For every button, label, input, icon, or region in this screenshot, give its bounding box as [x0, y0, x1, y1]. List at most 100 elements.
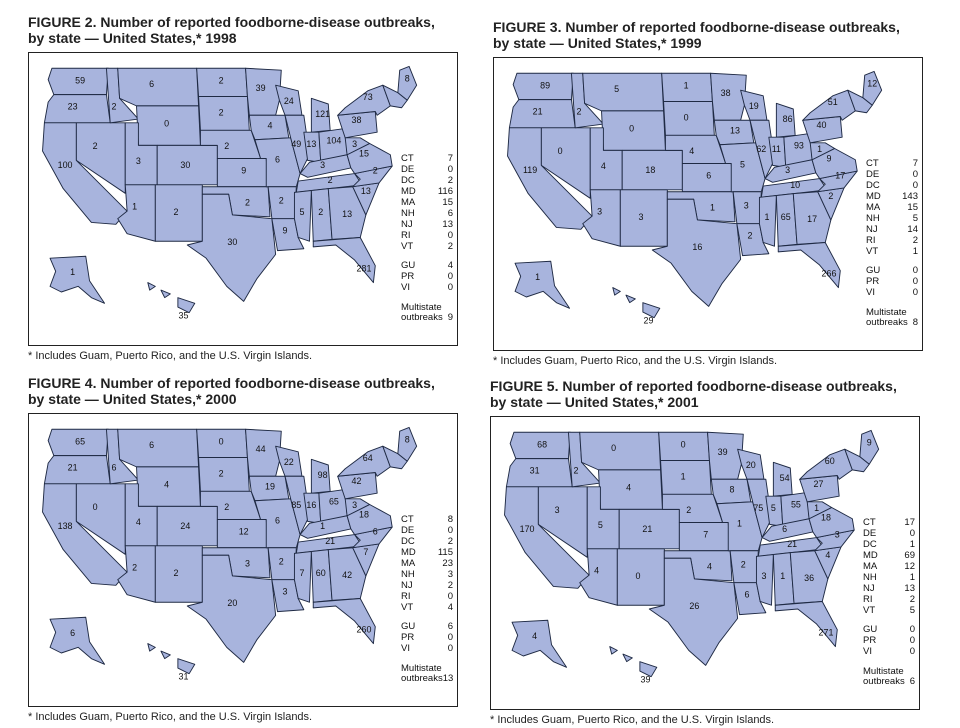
- legend-row: DC 0: [866, 180, 918, 191]
- legend-row: VT 4: [401, 602, 453, 613]
- legend-state-code: RI: [863, 594, 873, 605]
- state-count-mississippi: 7: [299, 568, 304, 578]
- legend-row: PR 0: [863, 635, 915, 646]
- legend-row: GU 0: [866, 265, 918, 276]
- state-florida: [312, 237, 376, 284]
- legend-state-code: PR: [401, 632, 415, 643]
- state-count-south-dakota: 0: [684, 112, 689, 122]
- state-count-mississippi: 1: [764, 212, 769, 222]
- state-count-oregon: 31: [530, 466, 540, 476]
- state-georgia: [792, 191, 832, 245]
- state-count-nebraska: 2: [224, 502, 229, 512]
- multistate-label: Multistate: [866, 307, 907, 318]
- state-count-montana: 5: [614, 84, 619, 94]
- legend-state-code: NH: [863, 572, 877, 583]
- state-count-wisconsin: 20: [746, 460, 756, 470]
- state-count-kentucky: 3: [320, 160, 325, 170]
- state-west-virginia: [344, 137, 371, 156]
- state-count-pennsylvania: 27: [814, 479, 824, 489]
- legend-row: MD 69: [863, 550, 915, 561]
- legend-state-code: MA: [866, 202, 881, 213]
- state-count-pennsylvania: 42: [352, 476, 362, 486]
- legend-state-count: 0: [447, 632, 453, 643]
- state-hawaii: [612, 287, 661, 319]
- state-count-california: 170: [520, 524, 535, 534]
- legend-state-count: 2: [447, 241, 453, 252]
- legend-row: NH 3: [401, 569, 453, 580]
- state-count-texas: 20: [227, 598, 237, 608]
- legend-state-code: GU: [863, 624, 878, 635]
- state-count-indiana: 11: [772, 144, 781, 154]
- legend-row: VI 0: [863, 646, 915, 657]
- legend-state-count: 12: [904, 561, 915, 572]
- legend-state-code: GU: [866, 265, 881, 276]
- state-nevada: [75, 483, 126, 555]
- legend-state-code: DC: [866, 180, 880, 191]
- state-count-missouri: 6: [275, 154, 280, 164]
- state-new-mexico: [154, 184, 203, 242]
- state-count-arizona: 3: [597, 206, 602, 216]
- legend-state-code: VI: [863, 646, 872, 657]
- legend-state-count: 6: [447, 208, 453, 219]
- legend-row: DC 2: [401, 536, 453, 547]
- state-count-arkansas: 2: [741, 560, 746, 570]
- legend-state-count: 143: [902, 191, 918, 202]
- legend-state-code: VT: [401, 602, 414, 613]
- state-count-tennessee: 21: [787, 539, 797, 549]
- legend-state-code: MD: [866, 191, 881, 202]
- legend-state-count: 13: [904, 583, 915, 594]
- state-florida: [774, 601, 838, 648]
- state-count-montana: 0: [611, 443, 616, 453]
- state-new-england: [382, 445, 408, 470]
- state-count-kansas: 7: [703, 530, 708, 540]
- state-count-wisconsin: 19: [749, 101, 759, 111]
- state-count-kansas: 9: [241, 166, 246, 176]
- state-count-south-carolina: 7: [363, 547, 368, 557]
- legend-state-count: 2: [447, 536, 453, 547]
- legend-state-count: 4: [447, 602, 453, 613]
- legend-state-count: 0: [447, 591, 453, 602]
- legend-state-code: DC: [401, 536, 415, 547]
- state-count-north-carolina: 6: [373, 527, 378, 537]
- legend-state-code: NH: [401, 569, 415, 580]
- state-count-new-mexico: 3: [639, 212, 644, 222]
- legend-state-count: 0: [909, 646, 915, 657]
- multistate-count: 8: [912, 317, 918, 328]
- state-idaho: [570, 72, 604, 129]
- legend-row: VT 2: [401, 241, 453, 252]
- state-count-maine: 12: [867, 78, 877, 88]
- legend-state-count: 0: [909, 635, 915, 646]
- map-frame: 59 23 100 2 2 6 0 3 1 30 2 2 2 2 9 2 30 39 4 6 2 9 24 49 121 13 10…: [28, 52, 458, 346]
- state-count-oregon: 21: [68, 463, 78, 473]
- state-count-arizona: 1: [132, 201, 137, 211]
- state-count-montana: 6: [149, 440, 154, 450]
- state-count-north-carolina: 2: [373, 166, 378, 176]
- legend-state-count: 17: [904, 517, 915, 528]
- state-count-west-virginia: 1: [817, 144, 822, 154]
- state-count-minnesota: 39: [256, 83, 266, 93]
- state-count-west-virginia: 1: [814, 503, 819, 513]
- small-state-legend: CT 8 DE 0 DC 2 MD 115 MA 23 NH 3 NJ 2 RI 0 VT 4 GU 6 PR 0 VI 0 M…: [401, 514, 453, 684]
- legend-state-count: 115: [437, 547, 453, 558]
- state-count-colorado: 18: [645, 165, 655, 175]
- legend-row: RI 2: [863, 594, 915, 605]
- legend-state-code: VI: [401, 643, 410, 654]
- state-new-england: [844, 448, 870, 473]
- legend-row: NH 6: [401, 208, 453, 219]
- state-hawaii: [147, 643, 196, 675]
- state-georgia: [327, 186, 367, 240]
- legend-state-code: DE: [401, 525, 415, 536]
- legend-row: MA 15: [866, 202, 918, 213]
- state-west-virginia: [344, 498, 371, 517]
- legend-state-count: 0: [912, 169, 918, 180]
- legend-state-code: NJ: [866, 224, 878, 235]
- state-texas: [186, 554, 277, 663]
- state-count-wyoming: 4: [626, 483, 631, 493]
- state-mississippi: [293, 190, 312, 242]
- state-count-louisiana: 9: [283, 226, 288, 236]
- state-count-texas: 30: [227, 237, 237, 247]
- legend-state-count: 1: [909, 539, 915, 550]
- state-count-indiana: 5: [771, 503, 776, 513]
- state-count-idaho: 2: [573, 466, 578, 476]
